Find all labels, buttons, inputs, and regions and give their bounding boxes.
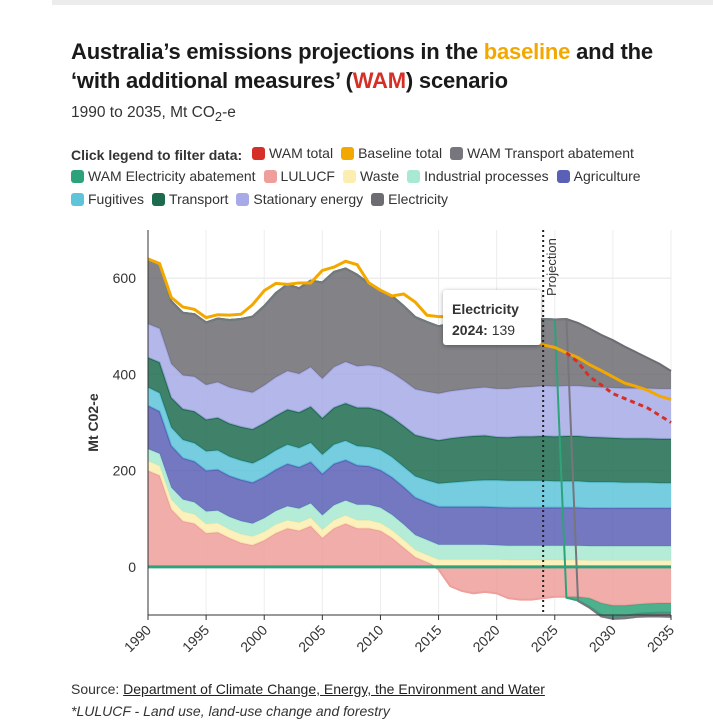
y-tick-label-200: 200 <box>113 463 137 479</box>
tooltip: Electricity 2024: 139 <box>443 290 541 345</box>
legend-swatch <box>371 193 385 206</box>
legend-swatch <box>236 193 250 206</box>
y-tick-label-400: 400 <box>113 366 137 382</box>
source-link[interactable]: Department of Climate Change, Energy, th… <box>123 681 545 697</box>
legend-swatch <box>252 147 266 160</box>
area-stationary-energy <box>148 323 671 441</box>
legend-item-lulucf[interactable]: LULUCF <box>263 166 335 187</box>
subtitle-text: 1990 to 2035, Mt CO <box>71 104 215 121</box>
footnote: *LULUCF - Land use, land-use change and … <box>71 703 390 719</box>
legend-swatch <box>71 193 84 206</box>
legend-swatch <box>152 193 166 206</box>
legend-label: WAM total <box>269 145 334 161</box>
legend-label: LULUCF <box>280 168 335 184</box>
legend-item-wam-electricity-abatement[interactable]: WAM Electricity abatement <box>71 166 256 187</box>
title-part-3: and the ‘with additional measures’ ( <box>71 39 653 93</box>
legend-label: Industrial processes <box>424 168 549 184</box>
legend-label: WAM Electricity abatement <box>88 168 256 184</box>
legend-item-baseline-total[interactable]: Baseline total <box>341 143 442 164</box>
x-tick-label-2025: 2025 <box>528 622 561 655</box>
area-fugitives <box>148 387 671 509</box>
legend-swatch <box>263 170 277 183</box>
legend-label: Transport <box>169 191 229 207</box>
line-baseline-total <box>147 257 672 401</box>
tooltip-value: 139 <box>487 322 516 338</box>
legend-item-industrial-processes[interactable]: Industrial processes <box>407 166 549 187</box>
title-wam-highlight: WAM <box>352 68 406 93</box>
tooltip-title: Electricity <box>452 301 519 317</box>
legend-item-wam-total[interactable]: WAM total <box>252 143 333 164</box>
title-part-1: Australia’s emissions projections in the <box>71 39 484 64</box>
legend-label: Agriculture <box>573 168 641 184</box>
area-electricity <box>148 258 671 394</box>
source-label: Source: <box>71 681 124 697</box>
legend-item-waste[interactable]: Waste <box>343 166 399 187</box>
legend-item-stationary-energy[interactable]: Stationary energy <box>236 189 363 210</box>
legend-item-electricity[interactable]: Electricity <box>371 189 448 210</box>
legend-swatch <box>450 147 464 160</box>
legend-swatch <box>71 170 84 183</box>
area-transport <box>148 357 671 484</box>
legend-label: Waste <box>360 168 400 184</box>
title-part-5: ) scenario <box>405 68 508 93</box>
title-baseline-highlight: baseline <box>483 39 571 64</box>
top-border <box>52 0 713 5</box>
legend-item-fugitives[interactable]: Fugitives <box>71 189 144 210</box>
legend-label: Baseline total <box>358 145 443 161</box>
x-tick-label-2000: 2000 <box>237 622 270 655</box>
edge-wam-transport-abatement <box>147 257 672 620</box>
chart-subtitle: 1990 to 2035, Mt CO2-e <box>71 104 236 124</box>
x-tick-label-1990: 1990 <box>121 622 154 655</box>
legend-label: Electricity <box>388 191 449 207</box>
legend-label: WAM Transport abatement <box>467 145 634 161</box>
emissions-chart: 0 200 400 600 1990 1995 2000 2005 2010 2015 2020 20… <box>85 230 677 655</box>
projection-label: Projection <box>544 238 559 296</box>
area-industrial-processes <box>148 448 671 561</box>
legend-label: Stationary energy <box>253 191 364 207</box>
area-lulucf <box>148 470 671 606</box>
subtitle-unit: -e <box>222 104 236 121</box>
legend-item-agriculture[interactable]: Agriculture <box>556 166 641 187</box>
legend: Click legend to filter data: WAM total Ba… <box>71 143 701 212</box>
x-tick-label-2005: 2005 <box>295 622 328 655</box>
x-tick-label-2015: 2015 <box>411 622 444 655</box>
legend-swatch <box>343 170 356 183</box>
y-tick-label-0: 0 <box>128 559 136 575</box>
x-tick-label-2020: 2020 <box>469 622 502 655</box>
y-axis-label: Mt C02-e <box>85 393 101 452</box>
x-tick-label-2010: 2010 <box>353 622 386 655</box>
tooltip-year: 2024: <box>452 322 488 338</box>
legend-item-transport[interactable]: Transport <box>152 189 228 210</box>
x-tick-label-1995: 1995 <box>179 622 212 655</box>
x-tick-label-2035: 2035 <box>644 622 677 655</box>
legend-swatch <box>556 170 570 183</box>
legend-label: Fugitives <box>88 191 145 207</box>
chart-title: Australia’s emissions projections in the… <box>71 37 691 95</box>
legend-swatch <box>407 170 421 183</box>
area-agriculture <box>148 405 671 547</box>
subtitle-subscript: 2 <box>214 109 223 125</box>
legend-lead: Click legend to filter data: <box>71 147 243 163</box>
legend-item-wam-transport-abatement[interactable]: WAM Transport abatement <box>450 143 634 164</box>
legend-swatch <box>341 147 355 160</box>
x-tick-label-2030: 2030 <box>586 622 619 655</box>
source-note: Source: Department of Climate Change, En… <box>71 681 545 697</box>
y-tick-label-600: 600 <box>113 270 137 286</box>
